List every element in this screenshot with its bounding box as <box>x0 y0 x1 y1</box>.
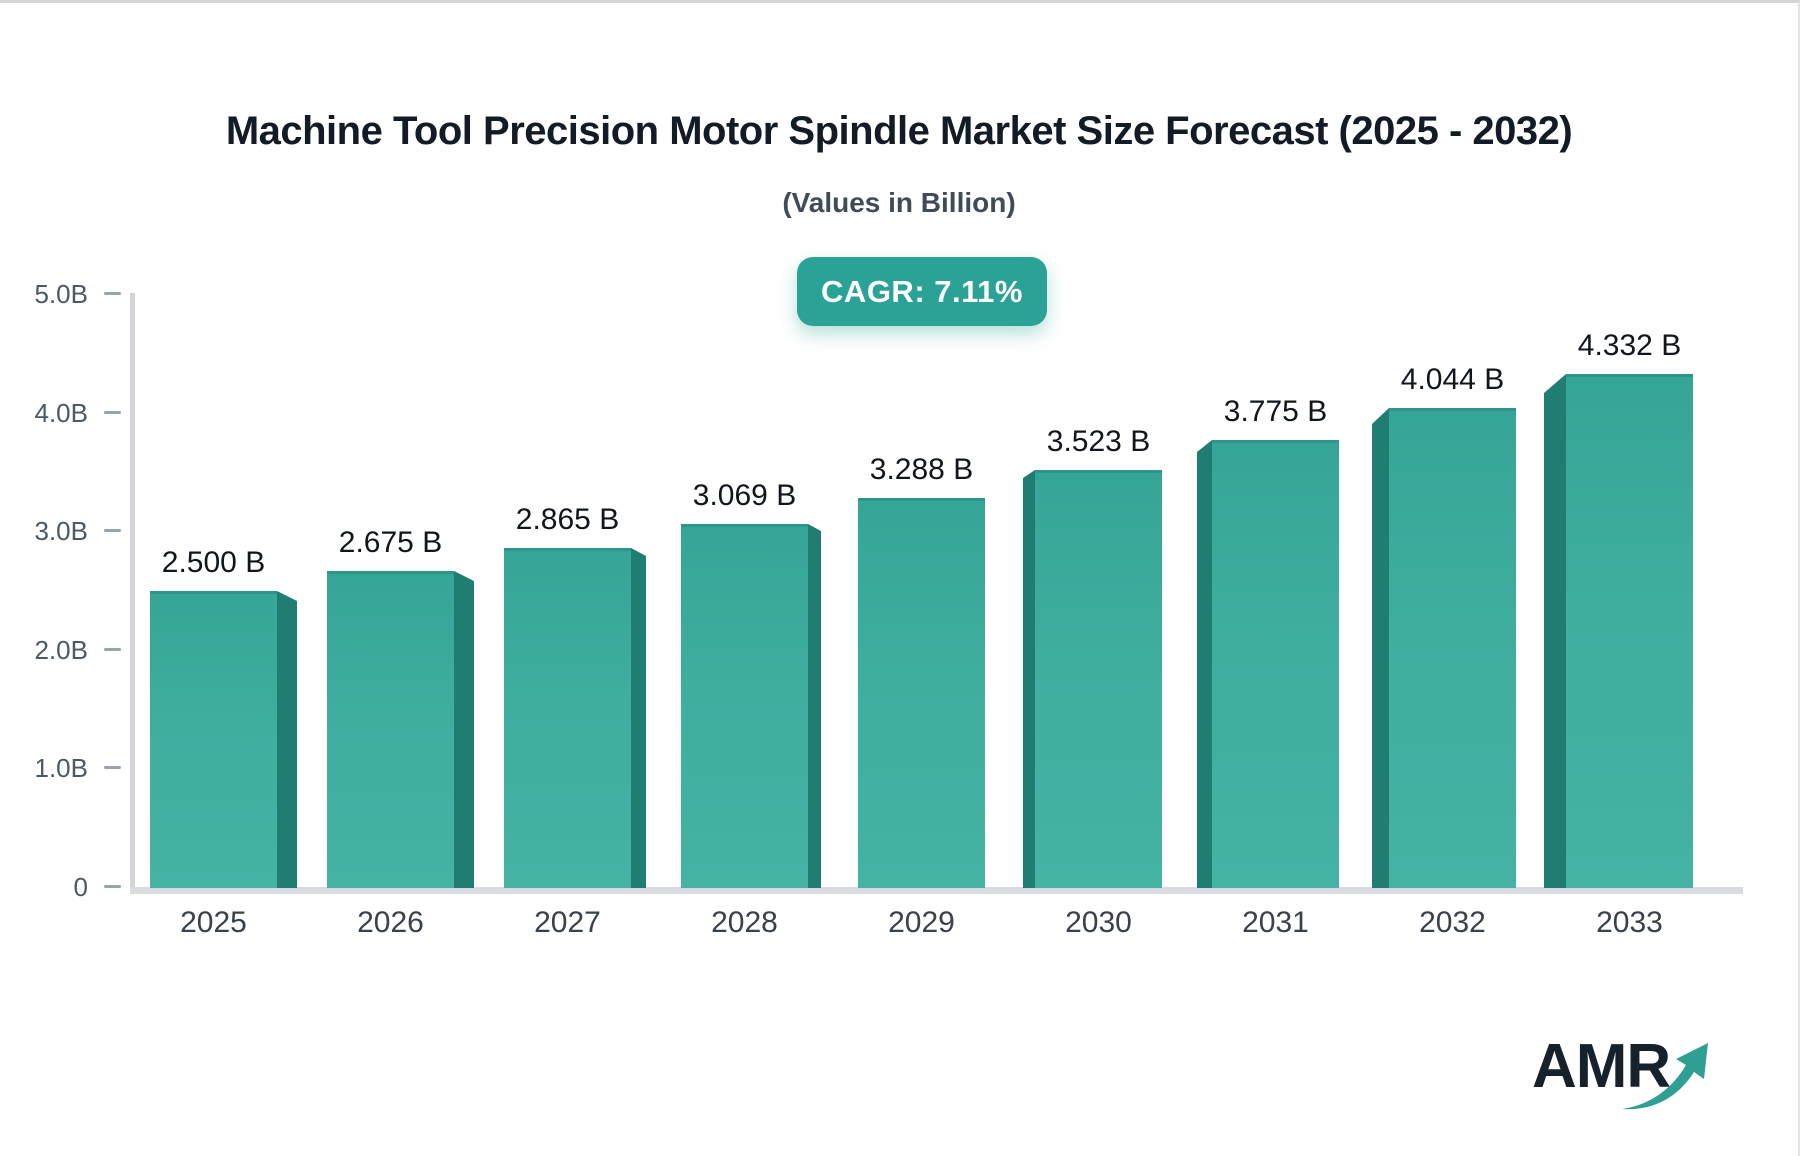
bar-side-2026 <box>454 571 474 888</box>
bar-value-label: 2.865 B <box>515 503 620 536</box>
bar-2030 <box>1035 470 1162 888</box>
y-axis-tick-label: 4.0B <box>34 398 89 428</box>
y-axis-tick-mark <box>104 766 121 769</box>
x-axis-baseline <box>130 887 1743 894</box>
bar-value-label: 4.044 B <box>1400 363 1505 396</box>
x-axis-category-label: 2026 <box>357 906 424 939</box>
y-axis-tick-mark <box>104 885 121 888</box>
bar-side-2032 <box>1372 408 1389 888</box>
bar-2025 <box>150 591 277 888</box>
bar-side-2031 <box>1197 440 1212 888</box>
bar-side-2025 <box>277 591 297 888</box>
trend-up-arrow-icon <box>1622 1043 1708 1110</box>
bar-2027 <box>504 548 631 888</box>
bar-value-label: 2.675 B <box>338 526 443 559</box>
bar-2029 <box>858 498 985 888</box>
y-axis-tick-mark <box>104 411 121 414</box>
y-axis-tick-label: 5.0B <box>34 279 89 309</box>
bar-value-label: 3.775 B <box>1223 395 1328 428</box>
bar-value-label: 3.069 B <box>692 479 797 512</box>
amr-logo-text: AMR <box>1532 1032 1671 1101</box>
bar-side-2028 <box>808 524 821 888</box>
bar-2031 <box>1212 440 1339 888</box>
y-axis-tick-mark <box>104 648 121 651</box>
y-axis-tick-mark <box>104 529 121 532</box>
bar-side-2030 <box>1023 470 1035 888</box>
x-axis-category-label: 2028 <box>711 906 778 939</box>
x-axis-category-label: 2027 <box>534 906 601 939</box>
y-axis-tick-label: 3.0B <box>34 516 89 546</box>
y-axis-tick-label: 1.0B <box>34 753 89 783</box>
y-axis-tick-label: 0 <box>73 872 88 902</box>
bar-value-label: 2.500 B <box>161 546 266 579</box>
y-axis-tick-mark <box>104 292 121 295</box>
bar-value-label: 3.288 B <box>869 453 974 486</box>
x-axis-category-label: 2031 <box>1242 906 1309 939</box>
y-axis-line <box>130 293 135 894</box>
amr-logo: AMR <box>1532 1033 1732 1123</box>
x-axis-category-label: 2033 <box>1596 906 1663 939</box>
bar-side-2033 <box>1544 374 1566 888</box>
bar-side-2027 <box>631 548 646 888</box>
x-axis-category-label: 2029 <box>888 906 955 939</box>
bar-2028 <box>681 524 808 888</box>
y-axis-tick-label: 2.0B <box>34 635 89 665</box>
bar-2026 <box>327 571 454 888</box>
x-axis-category-label: 2032 <box>1419 906 1486 939</box>
chart-title: Machine Tool Precision Motor Spindle Mar… <box>225 109 1573 153</box>
x-axis-category-label: 2030 <box>1065 906 1132 939</box>
cagr-badge: CAGR: 7.11% <box>797 257 1047 326</box>
bar-value-label: 4.332 B <box>1577 329 1682 362</box>
x-axis-category-label: 2025 <box>180 906 247 939</box>
bar-value-label: 3.523 B <box>1046 425 1151 458</box>
bar-2032 <box>1389 408 1516 888</box>
bar-2033 <box>1566 374 1693 888</box>
chart-subtitle: (Values in Billion) <box>782 187 1016 218</box>
